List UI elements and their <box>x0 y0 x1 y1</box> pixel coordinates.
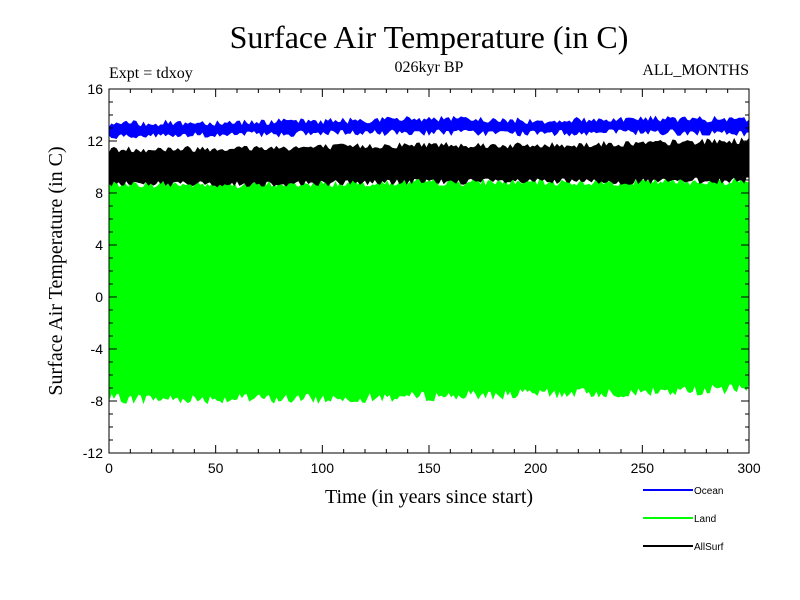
experiment-label: Expt = tdxoy <box>109 65 193 82</box>
months-label: ALL_MONTHS <box>642 62 749 79</box>
x-tick-label: 200 <box>524 460 548 476</box>
x-tick-label: 0 <box>105 460 113 476</box>
x-axis: 0 50 100 150 200 250 300 <box>105 89 761 476</box>
chart-title: Surface Air Temperature (in C) <box>230 19 629 55</box>
x-tick-label: 50 <box>208 460 224 476</box>
y-axis-label: Surface Air Temperature (in C) <box>45 146 67 395</box>
y-tick-label: -12 <box>83 445 103 461</box>
x-tick-label: 300 <box>737 460 761 476</box>
y-tick-label: 0 <box>95 289 103 305</box>
legend-label-ocean: Ocean <box>694 486 723 497</box>
period-label: 026kyr BP <box>395 59 464 76</box>
y-tick-label: -4 <box>91 341 104 357</box>
series-allsurf <box>108 137 750 188</box>
plot-series <box>108 115 750 405</box>
y-tick-label: -8 <box>91 393 104 409</box>
legend: Ocean Land AllSurf <box>643 486 724 553</box>
series-ocean <box>108 115 750 140</box>
y-tick-label: 16 <box>87 81 103 97</box>
y-tick-label: 4 <box>95 237 103 253</box>
y-tick-label: 8 <box>95 185 103 201</box>
legend-label-land: Land <box>694 514 716 525</box>
x-tick-label: 150 <box>417 460 441 476</box>
y-axis: -12 -8 -4 0 4 8 12 16 <box>83 81 749 461</box>
x-tick-label: 100 <box>311 460 335 476</box>
x-axis-label: Time (in years since start) <box>325 486 533 508</box>
series-land <box>108 177 750 405</box>
x-tick-label: 250 <box>631 460 655 476</box>
legend-label-allsurf: AllSurf <box>694 542 724 553</box>
y-tick-label: 12 <box>87 133 103 149</box>
